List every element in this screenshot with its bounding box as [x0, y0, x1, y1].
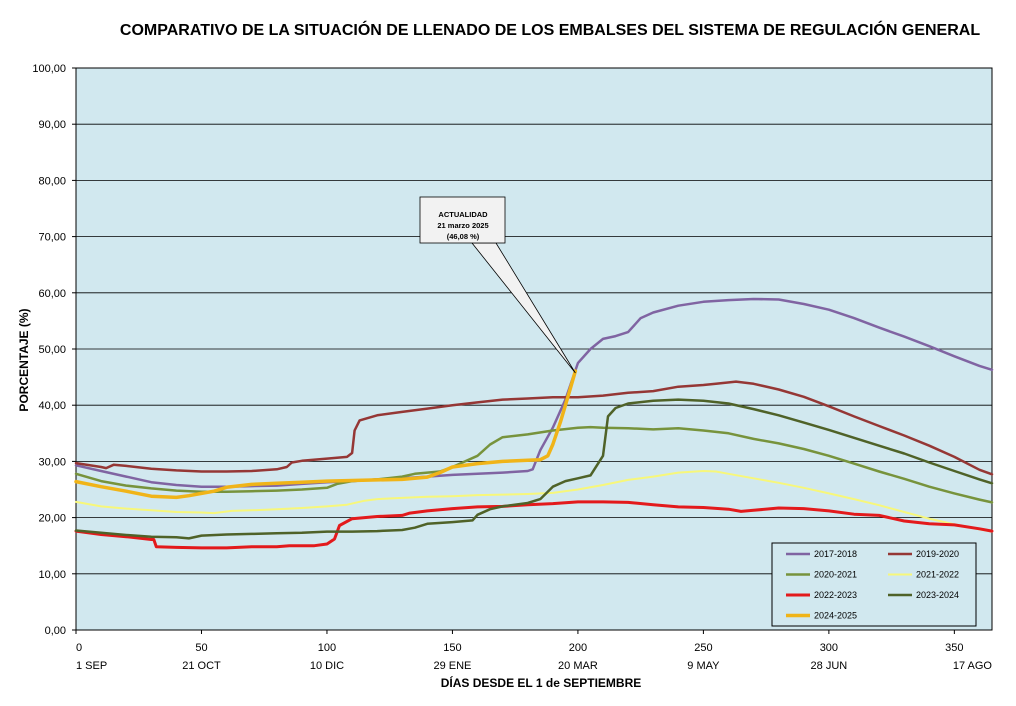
series-line-2024-2025 [74, 369, 578, 500]
y-tick-label: 70,00 [38, 232, 66, 244]
x-axis-ticks: 0 1 SEP 50 21 OCT 100 10 DIC 150 29 ENE 200 20 MA… [75, 630, 993, 672]
legend-label: 2017-2018 [814, 549, 857, 559]
legend-label: 2021-2022 [916, 570, 959, 580]
y-tick-label: 40,00 [38, 400, 66, 412]
chart-title: COMPARATIVO DE LA SITUACIÓN DE LLENADO D… [119, 22, 981, 39]
x-date-label: 1 SEP [76, 660, 107, 672]
legend-label: 2020-2021 [814, 570, 857, 580]
y-axis-ticks: 0,00 10,00 20,00 30,00 40,00 50,00 60,00 70,00 8… [32, 63, 76, 637]
legend-label: 2024-2025 [814, 611, 857, 621]
x-tick-label: 300 [820, 642, 838, 654]
callout-line-1: ACTUALIDAD [438, 210, 488, 219]
x-date-label: 21 OCT [182, 660, 221, 672]
legend-box [771, 542, 977, 627]
legend-label: 2022-2023 [814, 590, 857, 600]
annotation-callout: ACTUALIDAD 21 marzo 2025 (46,08 %) [419, 196, 576, 374]
y-tick-label: 0,00 [45, 625, 66, 637]
x-axis-title: DÍAS DESDE EL 1 de SEPTIEMBRE [441, 675, 642, 690]
x-tick-label: 0 [76, 642, 82, 654]
y-tick-label: 80,00 [38, 175, 66, 187]
legend-label: 2019-2020 [916, 549, 959, 559]
y-tick-label: 50,00 [38, 344, 66, 356]
y-axis-title: PORCENTAJE (%) [17, 308, 31, 411]
x-tick-label: 250 [694, 642, 712, 654]
y-tick-label: 30,00 [38, 456, 66, 468]
series-line-2023-2024 [74, 398, 994, 540]
x-date-label: 28 JUN [811, 660, 848, 672]
x-tick-label: 100 [318, 642, 336, 654]
legend-label: 2023-2024 [916, 590, 959, 600]
legend: 2017-2018 2019-2020 2020-2021 2021-2022 2022… [771, 542, 977, 627]
x-date-label: 20 MAR [558, 660, 598, 672]
series-line-2020-2021 [74, 425, 994, 504]
x-tick-label: 50 [195, 642, 207, 654]
x-date-label: 10 DIC [310, 660, 344, 672]
series-line-2021-2022 [75, 470, 993, 533]
series-line-2017-2018 [74, 297, 994, 488]
y-tick-label: 90,00 [38, 119, 66, 131]
y-tick-label: 100,00 [32, 63, 66, 75]
x-tick-label: 150 [443, 642, 461, 654]
x-date-label: 17 AGO [953, 660, 993, 672]
y-tick-label: 60,00 [38, 288, 66, 300]
series-line-2019-2020 [74, 380, 994, 476]
callout-line-2: 21 marzo 2025 [437, 221, 488, 230]
y-tick-label: 10,00 [38, 569, 66, 581]
y-tick-label: 20,00 [38, 513, 66, 525]
series-line-2022-2023 [74, 500, 994, 550]
x-date-label: 9 MAY [687, 660, 720, 672]
x-tick-label: 350 [945, 642, 963, 654]
series-lines [74, 297, 994, 550]
x-tick-label: 200 [569, 642, 587, 654]
callout-line-3: (46,08 %) [447, 232, 480, 241]
callout-box [419, 196, 506, 244]
x-date-label: 29 ENE [433, 660, 471, 672]
